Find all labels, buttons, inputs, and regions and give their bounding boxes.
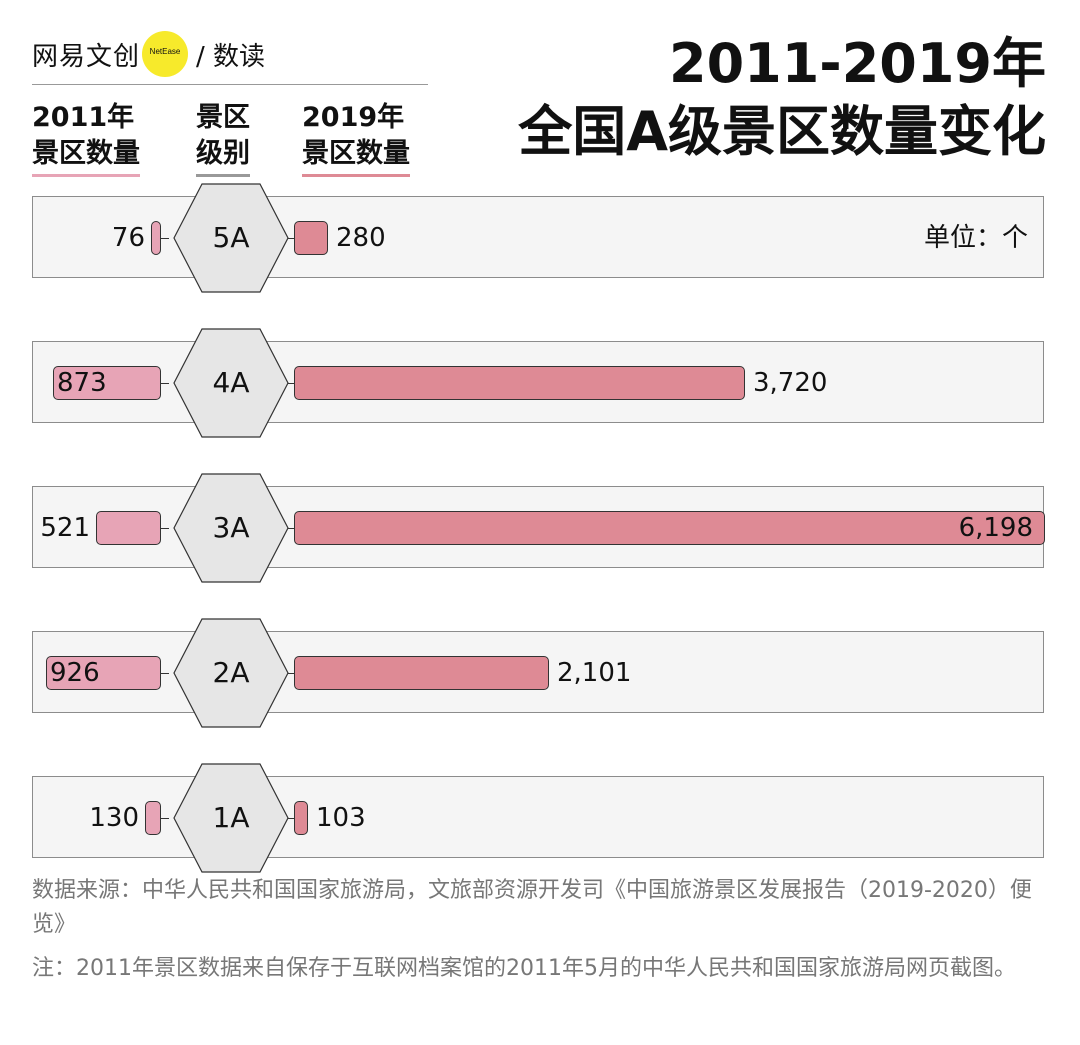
column-header-2011: 2011年 景区数量 xyxy=(32,100,140,177)
tick-2019-2a xyxy=(286,673,294,674)
column-header-2011-line1: 2011年 xyxy=(32,102,135,133)
value-2019-1a: 103 xyxy=(316,803,366,833)
bar-2011-2a xyxy=(46,656,161,690)
level-label-4a: 4A xyxy=(212,366,250,399)
value-2011-1a: 130 xyxy=(89,803,139,833)
data-source-note: 数据来源：中华人民共和国国家旅游局，文旅部资源开发司《中国旅游景区发展报告（20… xyxy=(32,878,1032,937)
column-header-2019: 2019年 景区数量 xyxy=(302,100,410,177)
tick-2011-4a xyxy=(161,383,169,384)
chart-title: 2011-2019年 全国A级景区数量变化 xyxy=(518,30,1046,166)
value-2011-2a: 926 xyxy=(50,658,100,688)
value-2019-5a: 280 xyxy=(336,223,386,253)
chart-title-line2: 全国A级景区数量变化 xyxy=(518,100,1046,163)
column-header-2019-line2: 景区数量 xyxy=(302,138,410,169)
tick-2011-3a xyxy=(161,528,169,529)
bar-2019-5a xyxy=(294,221,328,255)
level-hexagon-shape-1a xyxy=(173,763,289,873)
value-2019-2a: 2,101 xyxy=(557,658,632,688)
level-hexagon-shape-5a xyxy=(173,183,289,293)
level-hexagon-3a xyxy=(173,473,289,583)
level-label-3a: 3A xyxy=(212,511,250,544)
level-label-2a: 2A xyxy=(212,656,250,689)
tick-2019-4a xyxy=(286,383,294,384)
tick-2011-2a xyxy=(161,673,169,674)
tick-2019-1a xyxy=(286,818,294,819)
bar-2019-1a xyxy=(294,801,308,835)
bar-2011-5a xyxy=(151,221,161,255)
brand-subtitle: / 数读 xyxy=(196,41,266,72)
value-2011-3a: 521 xyxy=(40,513,90,543)
level-hexagon-1a xyxy=(173,763,289,873)
tick-2011-1a xyxy=(161,818,169,819)
level-hexagon-4a xyxy=(173,328,289,438)
column-header-2011-line2: 景区数量 xyxy=(32,138,140,169)
bar-2011-3a xyxy=(96,511,161,545)
bar-2011-4a xyxy=(53,366,161,400)
tick-2019-5a xyxy=(286,238,294,239)
value-2011-4a: 873 xyxy=(57,368,107,398)
chart-title-line1: 2011-2019年 xyxy=(669,32,1046,95)
column-header-level: 景区 级别 xyxy=(196,100,250,177)
bar-2011-1a xyxy=(145,801,161,835)
header-divider xyxy=(32,84,428,85)
brand-logo: 网易文创 NetEase / 数读 xyxy=(32,31,266,77)
value-2019-3a: 6,198 xyxy=(958,513,1033,543)
level-hexagon-2a xyxy=(173,618,289,728)
value-2011-5a: 76 xyxy=(111,223,145,253)
level-hexagon-shape-2a xyxy=(173,618,289,728)
brand-name: 网易文创 xyxy=(32,41,141,72)
value-2019-4a: 3,720 xyxy=(753,368,828,398)
level-hexagon-5a xyxy=(173,183,289,293)
level-hexagon-shape-4a xyxy=(173,328,289,438)
level-label-1a: 1A xyxy=(212,801,250,834)
level-label-5a: 5A xyxy=(212,221,250,254)
brand-badge-text: NetEase xyxy=(149,47,181,56)
column-header-level-line2: 级别 xyxy=(196,138,250,169)
column-header-2019-line1: 2019年 xyxy=(302,102,405,133)
column-header-level-line1: 景区 xyxy=(196,102,250,133)
column-underline-level xyxy=(196,174,250,177)
level-hexagon-shape-3a xyxy=(173,473,289,583)
column-underline-2011 xyxy=(32,174,140,177)
brand-badge: NetEase xyxy=(142,31,189,77)
bar-2019-4a xyxy=(294,366,745,400)
unit-label: 单位：个 xyxy=(923,223,1028,253)
bar-2019-3a xyxy=(294,511,1045,545)
column-underline-2019 xyxy=(302,174,410,177)
bar-2019-2a xyxy=(294,656,549,690)
footnote: 注：2011年景区数据来自保存于互联网档案馆的2011年5月的中华人民共和国国家… xyxy=(32,956,1016,981)
tick-2011-5a xyxy=(161,238,169,239)
tick-2019-3a xyxy=(286,528,294,529)
